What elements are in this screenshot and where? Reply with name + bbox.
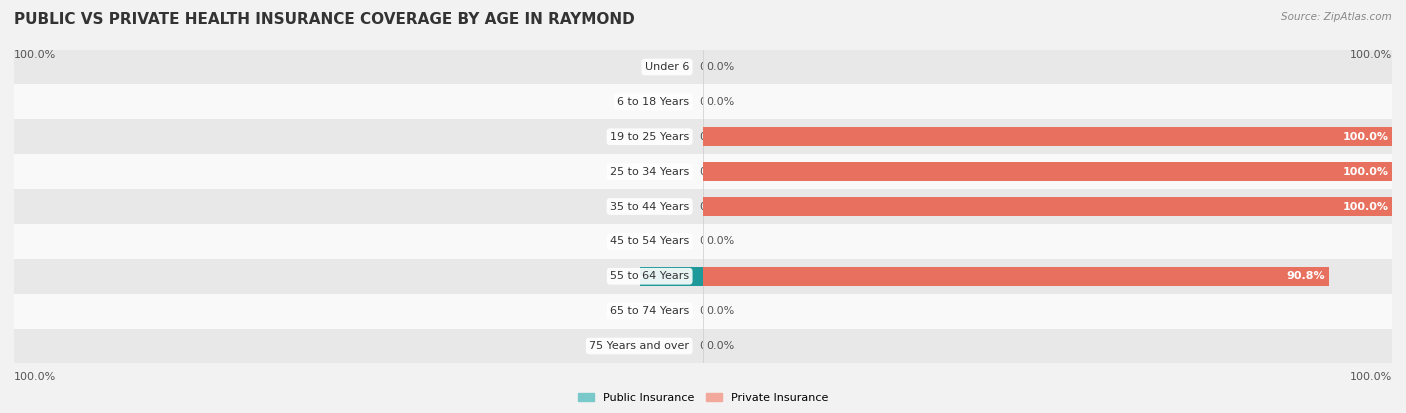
Bar — [14, 50, 703, 84]
Bar — [14, 224, 703, 259]
Bar — [14, 329, 703, 363]
Bar — [14, 154, 703, 189]
Legend: Public Insurance, Private Insurance: Public Insurance, Private Insurance — [574, 389, 832, 408]
Bar — [703, 162, 1392, 181]
Text: 0.0%: 0.0% — [706, 236, 735, 247]
Bar — [703, 84, 1392, 119]
Bar — [703, 329, 1392, 363]
Text: 25 to 34 Years: 25 to 34 Years — [610, 166, 689, 177]
Text: 75 Years and over: 75 Years and over — [589, 341, 689, 351]
Text: PUBLIC VS PRIVATE HEALTH INSURANCE COVERAGE BY AGE IN RAYMOND: PUBLIC VS PRIVATE HEALTH INSURANCE COVER… — [14, 12, 636, 27]
Bar — [703, 119, 1392, 154]
Text: 100.0%: 100.0% — [1350, 372, 1392, 382]
Bar — [703, 189, 1392, 224]
Text: 19 to 25 Years: 19 to 25 Years — [610, 132, 689, 142]
Text: 55 to 64 Years: 55 to 64 Years — [610, 271, 689, 281]
Text: 0.0%: 0.0% — [706, 62, 735, 72]
Bar — [703, 224, 1392, 259]
Text: 100.0%: 100.0% — [1343, 202, 1389, 211]
Bar — [14, 294, 703, 329]
Bar — [14, 84, 703, 119]
Text: 100.0%: 100.0% — [14, 372, 56, 382]
Text: 0.0%: 0.0% — [700, 341, 728, 351]
Bar — [640, 267, 703, 286]
Bar — [703, 259, 1392, 294]
Bar — [703, 267, 1329, 286]
Text: 0.0%: 0.0% — [700, 97, 728, 107]
Text: 0.0%: 0.0% — [700, 132, 728, 142]
Bar — [14, 259, 703, 294]
Text: 0.0%: 0.0% — [700, 306, 728, 316]
Text: Under 6: Under 6 — [645, 62, 689, 72]
Text: 100.0%: 100.0% — [1350, 50, 1392, 59]
Bar — [703, 197, 1392, 216]
Text: 0.0%: 0.0% — [706, 306, 735, 316]
Text: 100.0%: 100.0% — [1343, 166, 1389, 177]
Text: 100.0%: 100.0% — [14, 50, 56, 59]
Text: 65 to 74 Years: 65 to 74 Years — [610, 306, 689, 316]
Text: 0.0%: 0.0% — [700, 236, 728, 247]
Bar — [14, 119, 703, 154]
Bar — [703, 154, 1392, 189]
Bar — [703, 50, 1392, 84]
Text: Source: ZipAtlas.com: Source: ZipAtlas.com — [1281, 12, 1392, 22]
Text: 45 to 54 Years: 45 to 54 Years — [610, 236, 689, 247]
Text: 6 to 18 Years: 6 to 18 Years — [617, 97, 689, 107]
Text: 9.2%: 9.2% — [612, 271, 643, 281]
Text: 0.0%: 0.0% — [700, 202, 728, 211]
Text: 35 to 44 Years: 35 to 44 Years — [610, 202, 689, 211]
Text: 0.0%: 0.0% — [700, 62, 728, 72]
Text: 0.0%: 0.0% — [706, 341, 735, 351]
Text: 0.0%: 0.0% — [706, 97, 735, 107]
Bar — [703, 127, 1392, 146]
Bar — [703, 294, 1392, 329]
Text: 90.8%: 90.8% — [1286, 271, 1324, 281]
Text: 0.0%: 0.0% — [700, 166, 728, 177]
Text: 100.0%: 100.0% — [1343, 132, 1389, 142]
Bar — [14, 189, 703, 224]
